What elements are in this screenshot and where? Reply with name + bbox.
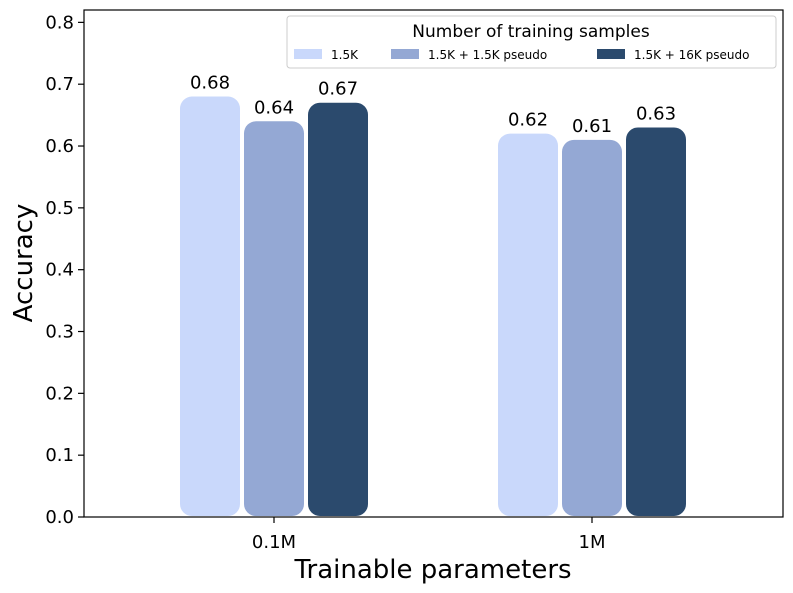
bar <box>180 96 240 516</box>
bar-value-label: 0.63 <box>636 103 676 124</box>
bar <box>308 102 368 517</box>
bar-labels-group: 0.68 0.64 0.67 0.62 0.61 0.63 <box>190 73 676 137</box>
legend: Number of training samples 1.5K 1.5K + 1.… <box>286 15 777 69</box>
x-axis-title: Trainable parameters <box>293 555 571 585</box>
y-tick-label: 0.6 <box>45 136 74 157</box>
y-tick-label: 0.2 <box>45 383 74 404</box>
legend-swatch <box>391 49 419 59</box>
bar <box>562 139 622 516</box>
x-tick-label: 0.1M <box>252 532 296 553</box>
bar-value-label: 0.64 <box>254 97 294 118</box>
y-tick-label: 0.1 <box>45 445 74 466</box>
legend-label: 1.5K <box>331 48 359 62</box>
y-tick-label: 0.8 <box>45 12 74 33</box>
x-axis-ticks: 0.1M 1M <box>252 517 606 553</box>
bar-value-label: 0.61 <box>572 116 612 137</box>
y-tick-label: 0.0 <box>45 507 74 528</box>
bar-value-label: 0.67 <box>318 79 358 100</box>
legend-label: 1.5K + 1.5K pseudo <box>428 48 547 62</box>
y-tick-label: 0.7 <box>45 74 74 95</box>
bar <box>626 127 686 516</box>
x-tick-label: 1M <box>579 532 606 553</box>
bar <box>498 133 558 516</box>
bars-group <box>180 96 686 517</box>
y-tick-label: 0.4 <box>45 260 74 281</box>
bar <box>244 121 304 516</box>
legend-entries: 1.5K 1.5K + 1.5K pseudo 1.5K + 16K pseudo <box>294 48 749 62</box>
legend-swatch <box>294 49 322 59</box>
y-tick-label: 0.3 <box>45 322 74 343</box>
legend-swatch <box>597 49 625 59</box>
bar-value-label: 0.62 <box>508 110 548 131</box>
y-axis-title: Accuracy <box>9 204 39 323</box>
y-axis-ticks: 0.0 0.1 0.2 0.3 0.4 0.5 0.6 0.7 0.8 <box>45 12 84 528</box>
bar-value-label: 0.68 <box>190 73 230 94</box>
legend-label: 1.5K + 16K pseudo <box>634 48 749 62</box>
legend-title: Number of training samples <box>412 22 650 42</box>
y-tick-label: 0.5 <box>45 198 74 219</box>
